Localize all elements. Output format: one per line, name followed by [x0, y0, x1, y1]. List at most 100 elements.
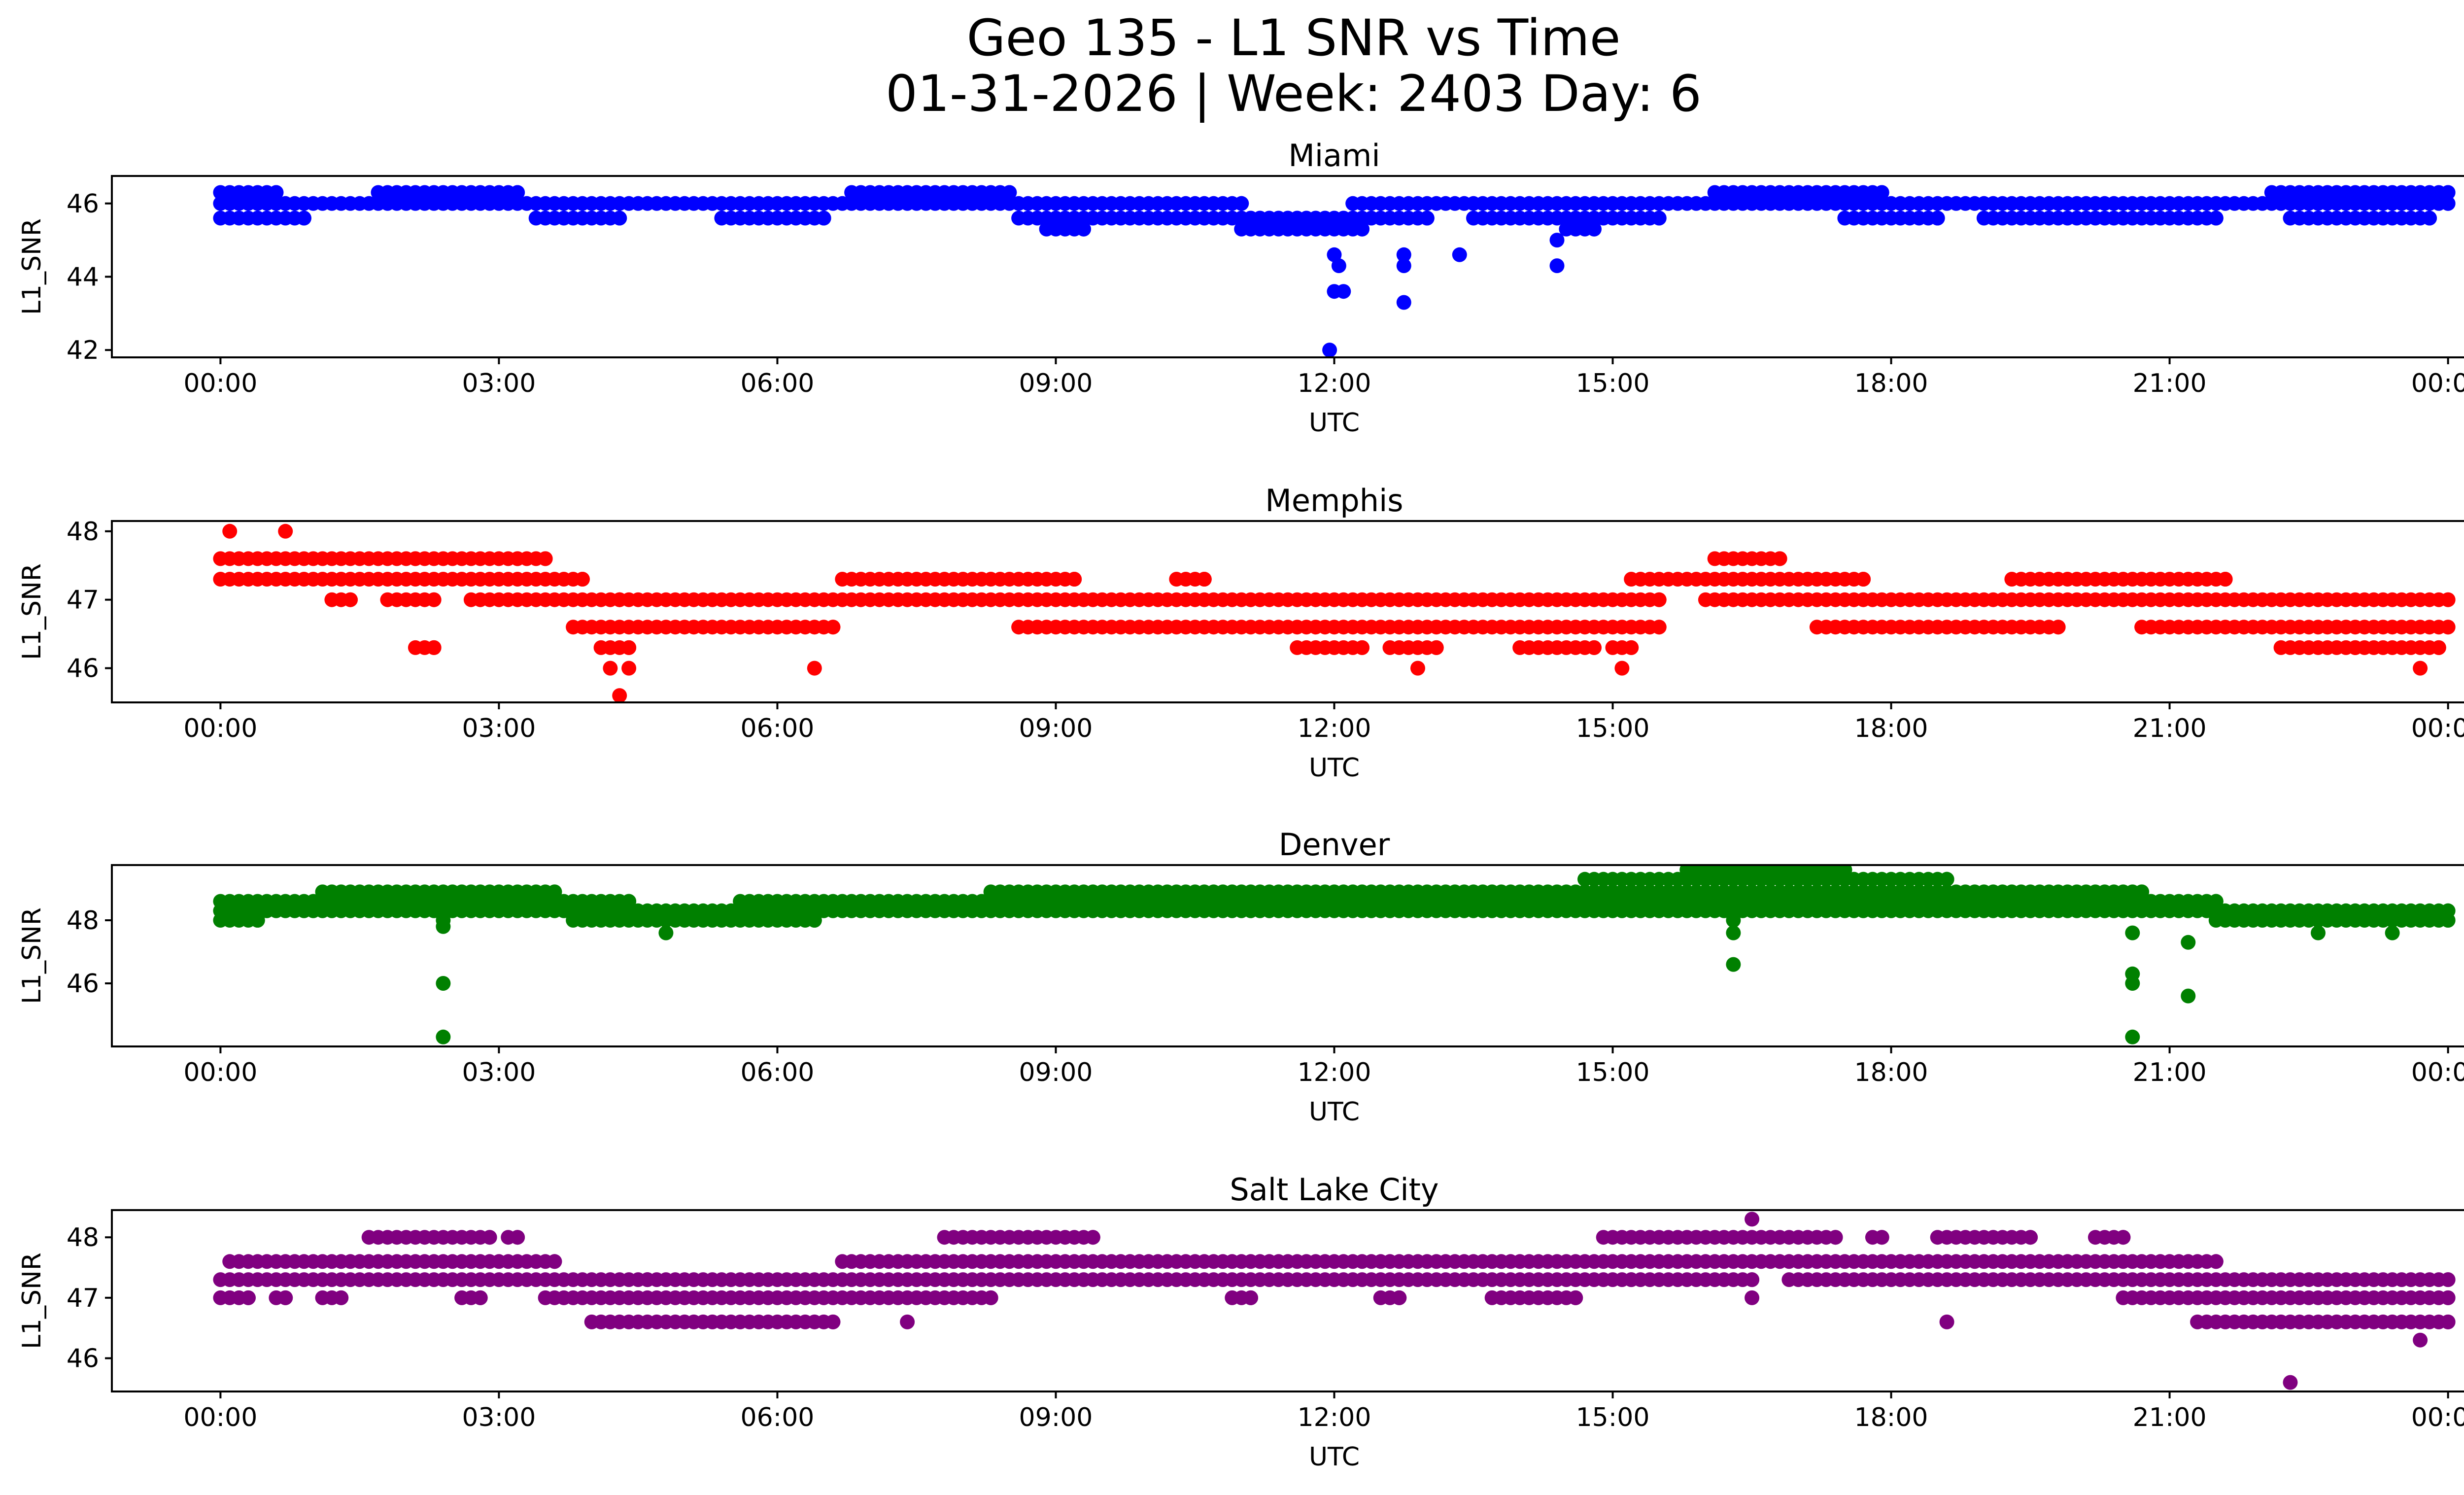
data-point: [1874, 1230, 1889, 1245]
x-tick-label: 00:00: [183, 714, 257, 743]
data-point-outlier: [1549, 258, 1565, 274]
data-point: [426, 592, 442, 607]
x-tick-label: 03:00: [462, 714, 536, 743]
x-tick-label: 03:00: [462, 369, 536, 398]
y-axis-label: L1_SNR: [17, 907, 47, 1004]
data-point-outlier: [1396, 247, 1411, 262]
x-tick-label: 15:00: [1576, 1058, 1650, 1087]
y-tick-label: 46: [67, 1344, 99, 1374]
x-tick-label: 00:00: [183, 369, 257, 398]
data-point: [2218, 572, 2233, 587]
data-point-outlier: [612, 688, 627, 702]
data-point-outlier: [621, 661, 637, 676]
x-tick-label: 12:00: [1298, 1058, 1371, 1087]
data-point-outlier: [2311, 925, 2326, 940]
x-tick-label: 06:00: [741, 1403, 815, 1432]
data-point: [825, 620, 841, 635]
y-tick-label: 46: [67, 969, 99, 999]
data-point: [1772, 551, 1787, 566]
data-point: [2440, 592, 2456, 607]
data-point: [1197, 572, 1212, 587]
data-point-outlier: [436, 913, 451, 928]
data-point: [1651, 592, 1667, 607]
subplot-title: Memphis: [1265, 483, 1403, 519]
x-axis-label: UTC: [1309, 1442, 1360, 1472]
data-points: [213, 1212, 2456, 1390]
data-point: [296, 210, 311, 226]
subplot-title: Salt Lake City: [1230, 1172, 1438, 1208]
x-tick-label: 09:00: [1019, 1403, 1093, 1432]
data-point: [1586, 221, 1602, 237]
x-tick-label: 21:00: [2133, 1058, 2207, 1087]
data-point-outlier: [1939, 1314, 1954, 1329]
data-point: [1002, 185, 1017, 200]
x-tick-label: 00:00: [2411, 1403, 2464, 1432]
data-point: [473, 1290, 488, 1305]
data-point: [240, 1290, 256, 1305]
x-tick-label: 18:00: [1854, 714, 1928, 743]
data-point: [510, 185, 525, 200]
data-point: [1939, 871, 1954, 887]
x-tick-label: 00:00: [183, 1403, 257, 1432]
data-points: [213, 185, 2456, 357]
data-point: [1085, 1230, 1100, 1245]
data-point-outlier: [1745, 1212, 1760, 1227]
figure-title-line1: Geo 135 - L1 SNR vs Time: [967, 9, 1621, 68]
data-point-outlier: [1396, 258, 1411, 274]
data-point: [1828, 1230, 1843, 1245]
data-point: [2440, 620, 2456, 635]
data-point: [1624, 640, 1639, 655]
data-point-outlier: [222, 523, 238, 539]
figure-title-line2: 01-31-2026 | Week: 2403 Day: 6: [886, 65, 1702, 123]
data-point: [621, 640, 637, 655]
data-point: [1874, 185, 1889, 200]
data-point: [1355, 640, 1369, 655]
data-point-outlier: [1452, 247, 1467, 262]
x-tick-label: 18:00: [1854, 1058, 1928, 1087]
data-point: [1651, 210, 1667, 226]
data-point: [1568, 1290, 1583, 1305]
data-point: [547, 1254, 562, 1269]
x-tick-label: 00:00: [2411, 1058, 2464, 1087]
x-tick-label: 18:00: [1854, 369, 1928, 398]
y-tick-label: 46: [67, 189, 99, 219]
data-point: [269, 185, 284, 200]
data-point: [575, 572, 590, 587]
data-point: [825, 1314, 841, 1329]
data-point: [2440, 913, 2456, 928]
data-point: [2051, 620, 2066, 635]
subplot-denver: Denver 00:00 03:00 06:00 09:00 12:00 15:00 18:0…: [17, 827, 2464, 1127]
data-point: [2023, 1230, 2038, 1245]
data-point-outlier: [807, 661, 822, 676]
data-point-outlier: [2181, 988, 2196, 1004]
data-point-outlier: [1614, 661, 1630, 676]
data-point-outlier: [900, 1314, 915, 1329]
data-point: [1745, 1272, 1760, 1287]
data-points: [213, 865, 2456, 1044]
data-point: [2422, 210, 2437, 226]
data-point: [807, 913, 822, 928]
subplot-memphis: Memphis 00:00 03:00 06:00 09:00 12:00 15:00 18:…: [17, 483, 2464, 783]
y-axis-label: L1_SNR: [17, 1252, 47, 1349]
data-point-outlier: [2283, 1375, 2298, 1390]
data-point: [2208, 210, 2224, 226]
data-point-outlier: [2125, 966, 2140, 981]
x-tick-label: 09:00: [1019, 1058, 1093, 1087]
data-point-outlier: [1726, 913, 1741, 928]
data-point-outlier: [1336, 284, 1351, 299]
data-point-outlier: [2413, 661, 2428, 676]
data-point: [334, 1290, 349, 1305]
data-point: [2440, 196, 2456, 211]
x-tick-label: 12:00: [1298, 369, 1371, 398]
data-point: [2440, 185, 2456, 200]
data-point: [1076, 221, 1091, 237]
data-point-outlier: [2125, 1029, 2140, 1044]
x-tick-label: 18:00: [1854, 1403, 1928, 1432]
data-point: [538, 551, 553, 566]
x-tick-label: 06:00: [741, 1058, 815, 1087]
data-point-outlier: [1745, 1290, 1760, 1305]
data-point-outlier: [278, 523, 293, 539]
x-axis-label: UTC: [1309, 408, 1360, 438]
data-point-outlier: [603, 661, 618, 676]
y-tick-label: 46: [67, 654, 99, 684]
